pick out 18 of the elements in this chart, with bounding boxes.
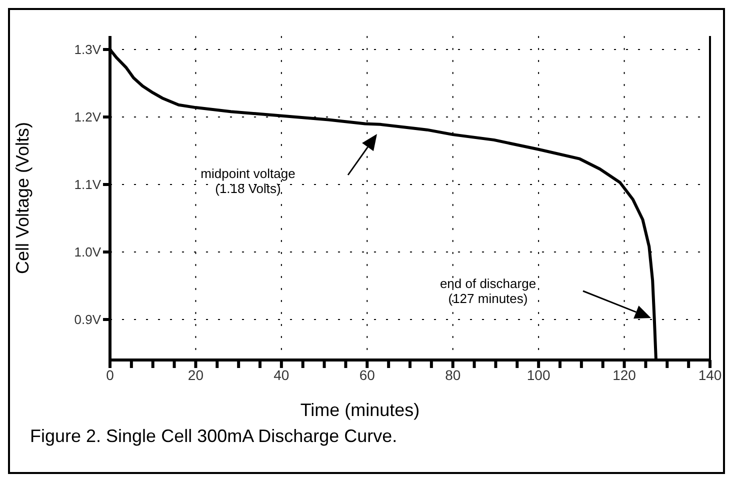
annotation: end of discharge (127 minutes)	[440, 276, 536, 306]
x-tick-label: 20	[188, 366, 204, 383]
x-tick-label: 140	[698, 366, 722, 383]
y-tick-label: 1.3V	[74, 42, 102, 58]
x-tick-label: 60	[359, 366, 376, 383]
annotation: midpoint voltage (1.18 Volts)	[200, 166, 296, 196]
y-tick-label: 1.2V	[74, 110, 102, 125]
y-tick-label: 1.1V	[74, 177, 102, 192]
y-tick-label: 1.0V	[74, 244, 102, 260]
x-axis-title: Time (minutes)	[300, 400, 420, 420]
y-axis-title: Cell Voltage (Volts)	[12, 122, 32, 274]
x-tick-label: 40	[274, 366, 290, 383]
x-tick-label: 80	[445, 366, 461, 383]
x-tick-label: 0	[106, 366, 114, 383]
x-tick-label: 120	[612, 366, 636, 383]
x-tick-label: 100	[526, 366, 550, 383]
y-tick-label: 0.9V	[74, 312, 102, 328]
caption: Figure 2. Single Cell 300mA Discharge Curve.	[30, 426, 398, 446]
